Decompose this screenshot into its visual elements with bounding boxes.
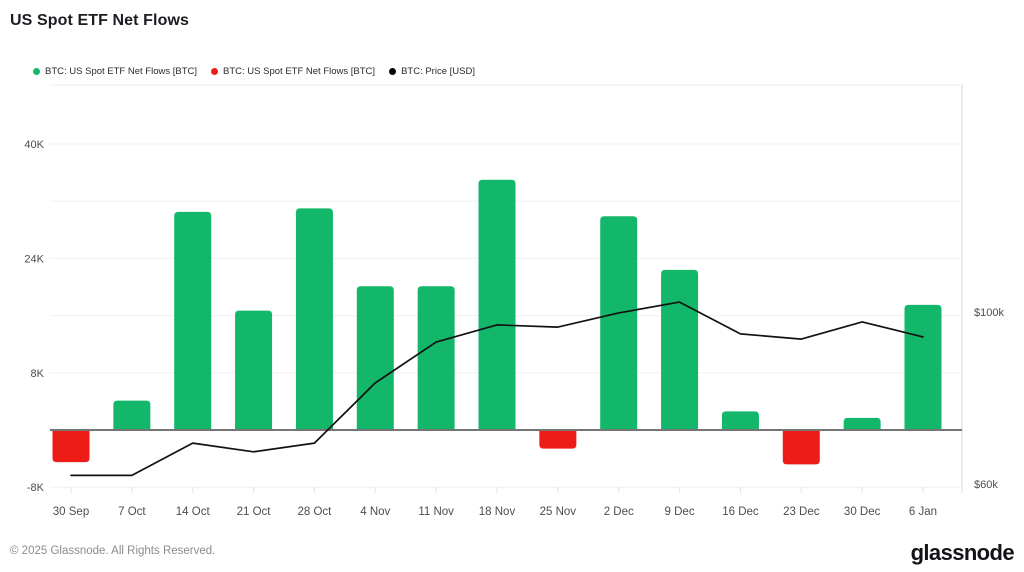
price-line — [70, 301, 924, 477]
flow-bar — [782, 430, 820, 465]
legend-item-netflows-negative[interactable]: BTC: US Spot ETF Net Flows [BTC] — [211, 66, 375, 77]
flow-bar — [174, 211, 212, 430]
x-axis-label: 6 Jan — [909, 506, 937, 518]
legend-item-netflows-positive[interactable]: BTC: US Spot ETF Net Flows [BTC] — [33, 66, 197, 77]
right-axis-tick-label: $100k — [974, 307, 1004, 319]
x-axis-label: 7 Oct — [118, 506, 146, 518]
flow-bar — [904, 304, 942, 430]
green-dot-icon — [33, 67, 40, 75]
chart-legend: BTC: US Spot ETF Net Flows [BTC] BTC: US… — [33, 64, 475, 78]
flow-bar — [600, 216, 638, 430]
legend-label: BTC: US Spot ETF Net Flows [BTC] — [45, 65, 198, 77]
left-axis-tick-label: 24K — [24, 253, 44, 265]
x-axis-label: 9 Dec — [665, 506, 695, 518]
page-title: US Spot ETF Net Flows — [10, 12, 189, 29]
x-axis-label: 2 Dec — [604, 506, 634, 518]
x-axis-label: 28 Oct — [297, 506, 332, 518]
red-dot-icon — [211, 67, 219, 75]
flow-bar — [295, 208, 333, 430]
copyright-text: © 2025 Glassnode. All Rights Reserved. — [10, 545, 216, 557]
x-axis-label: 4 Nov — [360, 506, 390, 518]
x-axis-label: 14 Oct — [176, 506, 211, 518]
x-axis-label: 11 Nov — [418, 506, 454, 518]
flow-bar — [721, 411, 759, 430]
flow-bar — [661, 269, 699, 430]
flow-bar — [235, 310, 273, 430]
x-axis-label: 18 Nov — [479, 506, 516, 518]
x-axis-label: 16 Dec — [722, 506, 759, 518]
left-axis-tick-label: 40K — [24, 139, 44, 151]
x-axis-label: 25 Nov — [540, 506, 577, 518]
legend-label: BTC: Price [USD] — [401, 65, 475, 77]
x-axis-label: 30 Sep — [53, 506, 89, 518]
flow-bar — [52, 430, 90, 463]
flow-bar — [843, 417, 881, 430]
flow-bar — [478, 179, 516, 430]
right-axis-tick-label: $60k — [974, 479, 998, 491]
left-axis-tick-label: -8K — [27, 482, 45, 494]
flow-bar — [417, 286, 455, 430]
x-axis-label: 30 Dec — [844, 506, 881, 518]
x-axis-label: 23 Dec — [783, 506, 820, 518]
black-dot-icon — [389, 67, 397, 75]
legend-item-price[interactable]: BTC: Price [USD] — [389, 66, 475, 77]
flow-bar — [113, 400, 151, 430]
flow-bar — [356, 286, 394, 430]
flow-bar — [539, 430, 577, 449]
glassnode-logo: glassnode — [910, 540, 1015, 565]
legend-label: BTC: US Spot ETF Net Flows [BTC] — [223, 65, 376, 77]
left-axis-tick-label: 8K — [31, 368, 45, 380]
x-axis-label: 21 Oct — [237, 506, 272, 518]
